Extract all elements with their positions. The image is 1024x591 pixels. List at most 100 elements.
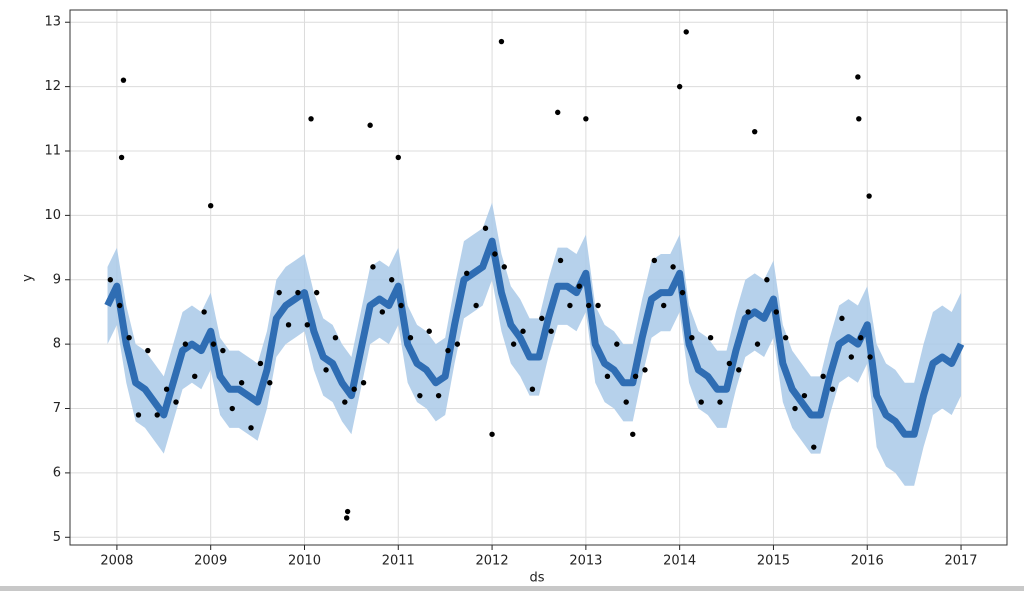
observed-point bbox=[683, 29, 689, 35]
observed-point bbox=[866, 193, 872, 199]
observed-point bbox=[567, 302, 573, 309]
observed-point bbox=[482, 225, 489, 231]
observed-point bbox=[426, 328, 432, 334]
observed-point bbox=[489, 431, 495, 437]
observed-point bbox=[201, 309, 207, 315]
observed-point bbox=[676, 83, 683, 90]
x-axis-label: ds bbox=[529, 571, 544, 586]
x-tick-label: 2009 bbox=[194, 554, 227, 569]
observed-point bbox=[473, 302, 479, 309]
y-axis-label: y bbox=[21, 274, 36, 282]
observed-point bbox=[313, 289, 320, 296]
x-tick-label: 2014 bbox=[663, 554, 696, 569]
window-edge bbox=[0, 586, 1024, 591]
observed-point bbox=[839, 315, 845, 322]
x-tick-label: 2017 bbox=[944, 554, 977, 569]
plot-area: 5 6 7 8 9 10 11 12 13 2008 2009 2010 2011 2012 2013 201… bbox=[44, 9, 1008, 569]
observed-point bbox=[173, 399, 179, 405]
observed-point bbox=[726, 360, 733, 367]
observed-point bbox=[848, 354, 855, 360]
observed-point bbox=[811, 444, 817, 450]
observed-point bbox=[407, 334, 414, 341]
observed-point bbox=[670, 264, 676, 270]
y-tick-label: 6 bbox=[53, 465, 61, 480]
plot-frame bbox=[69, 9, 1008, 546]
x-tick-label: 2012 bbox=[476, 554, 509, 569]
observed-point bbox=[630, 431, 636, 437]
observed-point bbox=[118, 154, 125, 161]
observed-point bbox=[501, 264, 507, 270]
observed-point bbox=[698, 399, 704, 405]
observed-point bbox=[454, 341, 461, 347]
y-tick-label: 13 bbox=[44, 15, 61, 30]
observed-point bbox=[764, 277, 770, 283]
observed-point bbox=[285, 322, 292, 328]
observed-point bbox=[829, 386, 836, 392]
observed-point bbox=[308, 116, 314, 122]
observed-point bbox=[126, 334, 132, 341]
observed-point bbox=[135, 412, 142, 418]
observed-point bbox=[595, 302, 601, 309]
observed-point bbox=[539, 315, 545, 322]
observed-point bbox=[276, 289, 282, 296]
observed-point bbox=[248, 425, 254, 431]
forecast-line bbox=[104, 237, 965, 438]
observed-point bbox=[182, 341, 189, 347]
observed-point bbox=[238, 380, 245, 386]
observed-point bbox=[867, 354, 873, 360]
observed-point bbox=[801, 392, 808, 399]
observed-point bbox=[445, 347, 451, 354]
observed-point bbox=[107, 277, 114, 283]
observed-point bbox=[210, 341, 217, 347]
observed-point bbox=[642, 367, 648, 373]
observed-point bbox=[773, 309, 779, 315]
observed-point bbox=[351, 386, 357, 392]
observed-point bbox=[736, 367, 742, 373]
observed-point bbox=[332, 334, 339, 341]
observed-point bbox=[717, 399, 723, 405]
y-tick-label: 10 bbox=[44, 208, 61, 223]
observed-point bbox=[604, 373, 611, 380]
observed-point bbox=[398, 302, 404, 309]
observed-point bbox=[344, 508, 351, 515]
y-tick-label: 11 bbox=[44, 143, 61, 158]
observed-point bbox=[792, 405, 798, 412]
observed-point bbox=[360, 380, 367, 386]
observed-point bbox=[343, 515, 350, 521]
observed-point bbox=[520, 328, 526, 334]
observed-point bbox=[576, 283, 583, 289]
x-tick-label: 2016 bbox=[851, 554, 884, 569]
x-tick-label: 2011 bbox=[382, 554, 415, 569]
observed-point bbox=[651, 257, 658, 264]
observed-point bbox=[342, 399, 348, 405]
observed-point bbox=[751, 128, 758, 135]
observed-point bbox=[267, 380, 273, 386]
observed-point bbox=[117, 302, 123, 309]
observed-point bbox=[120, 77, 127, 83]
observed-point bbox=[323, 367, 329, 373]
observed-point bbox=[820, 373, 826, 380]
x-tick-label: 2013 bbox=[569, 554, 602, 569]
observed-point bbox=[529, 386, 536, 392]
observed-point bbox=[614, 341, 620, 347]
observed-point bbox=[583, 116, 589, 122]
observed-point bbox=[367, 122, 373, 128]
observed-point bbox=[555, 109, 561, 116]
uncertainty-band bbox=[107, 202, 962, 486]
observed-point bbox=[220, 347, 226, 354]
observed-point bbox=[623, 399, 629, 405]
observed-point bbox=[754, 341, 761, 347]
x-tick-label: 2008 bbox=[100, 554, 133, 569]
observed-point bbox=[707, 334, 714, 341]
observed-point bbox=[145, 347, 151, 354]
observed-point bbox=[661, 302, 667, 309]
observed-point bbox=[389, 277, 395, 283]
observed-point bbox=[304, 322, 310, 328]
observed-point bbox=[435, 392, 442, 399]
observed-point bbox=[370, 264, 376, 270]
observed-point bbox=[492, 251, 498, 257]
observed-point bbox=[163, 386, 170, 392]
observed-point bbox=[679, 289, 686, 296]
observed-point bbox=[855, 74, 861, 80]
observed-point bbox=[745, 309, 751, 315]
